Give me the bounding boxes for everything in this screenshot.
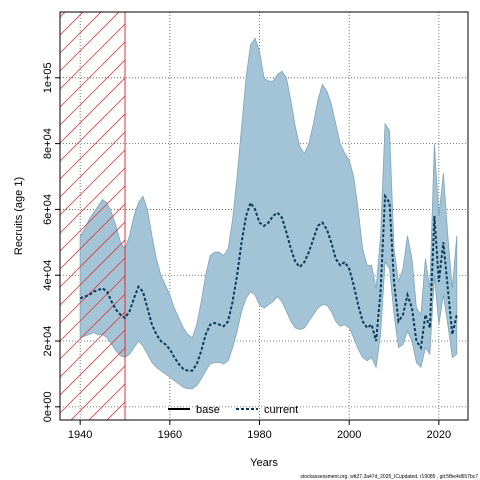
hatch-line [60,275,126,342]
legend-label-base: base [196,404,220,416]
x-tick-label: 2000 [337,429,361,441]
x-tick-label: 1960 [158,429,182,441]
hatch-line [70,365,126,420]
confidence-band-area [79,37,458,390]
hatch-line [60,203,126,270]
hatch-line [88,383,126,420]
hatch-line [60,329,126,396]
hatch-line [60,347,126,414]
y-tick-label: 8e+04 [42,128,54,159]
confidence-band [79,37,458,390]
hatch-line [60,221,126,288]
series-line-current [79,193,458,372]
hatch-line [60,257,126,324]
hatch-line [60,41,126,108]
hatch-line [60,167,126,234]
y-tick-label: 6e+04 [42,194,54,225]
hatch-line [60,12,84,36]
y-tick-label: 1e+05 [42,62,54,93]
y-axis-title: Recruits (age 1) [13,177,25,255]
hatch-line [60,311,126,378]
hatch-line [60,113,126,180]
hatch-line [60,77,126,144]
legend-label-current: current [264,404,298,416]
hatch-line [60,59,126,126]
hatch-line [60,131,126,198]
y-tick-label: 0e+00 [42,391,54,422]
hatch-line [106,401,126,420]
hatch-line [60,239,126,306]
x-tick-label: 1980 [247,429,271,441]
x-tick-label: 1940 [68,429,92,441]
y-tick-label: 4e+04 [42,260,54,291]
y-axis: 0e+00 2e+04 4e+04 6e+04 8e+04 1e+05 [42,62,60,422]
hatch-line [60,149,126,216]
hatch-line [60,12,120,72]
hatch-line [60,12,102,54]
hatch-line [60,12,66,18]
y-tick-label: 2e+04 [42,326,54,357]
footer-credit: stockassessment.org, wtt27.3a47d_2025_IC… [300,474,478,480]
legend: base current [168,404,298,416]
x-tick-label: 2020 [427,429,451,441]
hatch-line [60,95,126,162]
x-axis-title: Years [250,457,278,469]
hatch-line [60,185,126,252]
hatch-line [60,23,126,90]
x-axis: 1940 1960 1980 2000 2020 [68,419,451,441]
series-lines [79,193,458,372]
